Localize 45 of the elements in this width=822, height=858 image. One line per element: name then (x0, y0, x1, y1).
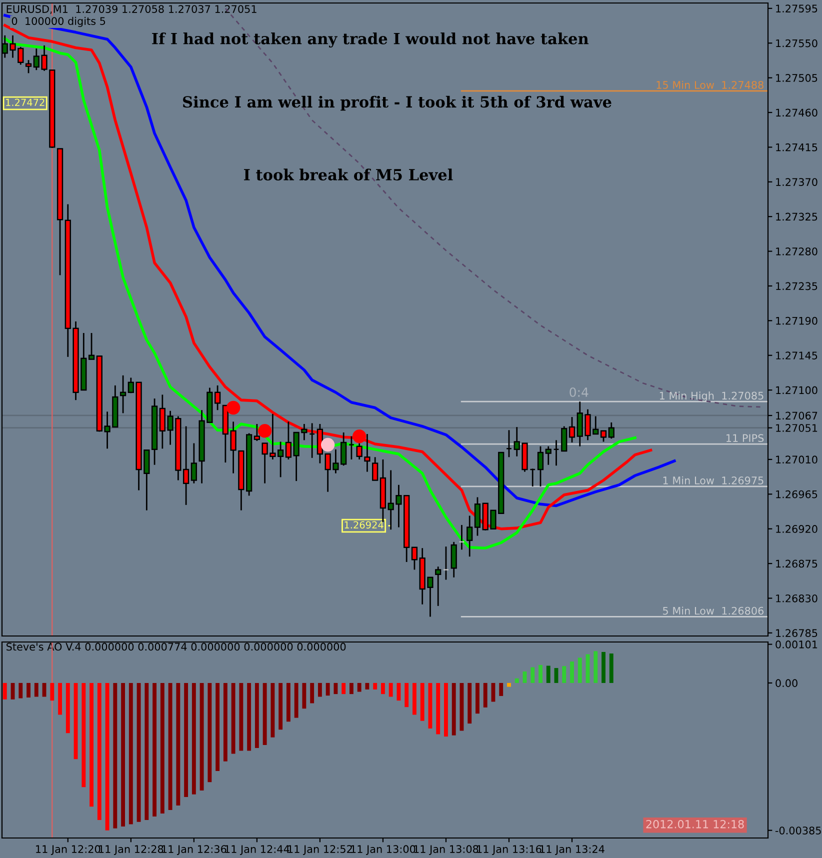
y-tick-label: 1.26830 (776, 594, 818, 602)
annotation: I took break of M5 Level (244, 168, 453, 180)
y-tick-label: 1.27145 (776, 352, 818, 360)
annotation: 1.26924 (344, 521, 384, 529)
ref-line-label: 1 Min High 1.27085 (660, 392, 764, 402)
x-tick-label: 11 Jan 12:36 (162, 845, 226, 855)
ref-line-label: 5 Min Low 1.26806 (663, 606, 764, 615)
x-tick-label: 11 Jan 13:16 (477, 845, 542, 855)
text: 0 100000 digits 5 (12, 16, 106, 28)
y-tick-label: 1.27100 (776, 386, 818, 394)
y-tick-label: 0.00 (776, 679, 798, 688)
y-tick-label: 0.00101 (776, 640, 818, 648)
x-tick-label: 11 Jan 12:28 (99, 845, 164, 855)
ref-line-label: 1 Min Low 1.26975 (663, 476, 764, 484)
annotation: Since I am well in profit - I took it 5th of 3rd wave (183, 96, 612, 111)
y-tick-label: 1.27051 (776, 424, 818, 432)
y-tick-label: 1.27280 (776, 247, 818, 256)
y-tick-label: 1.27190 (776, 316, 818, 325)
x-tick-label: 11 Jan 13:24 (540, 845, 604, 855)
y-tick-label: 1.26875 (776, 560, 818, 568)
x-tick-label: 11 Jan 12:44 (225, 845, 290, 855)
y-tick-label: 1.26920 (776, 525, 818, 533)
ref-line-label: 15 Min Low 1.27488 (656, 80, 764, 89)
ref-line-label: 11 PIPS (726, 434, 764, 442)
y-tick-label: 1.27550 (776, 39, 818, 48)
x-tick-label: 11 Jan 12:52 (288, 845, 352, 855)
y-tick-label: 1.27460 (776, 108, 818, 117)
y-tick-label: 1.27325 (776, 212, 818, 221)
x-tick-label: 11 Jan 12:20 (36, 845, 100, 855)
x-tick-label: 11 Jan 13:08 (414, 845, 478, 855)
annotation: 1.27472 (6, 98, 44, 106)
y-tick-label: 1.27010 (776, 456, 818, 464)
x-tick-label: 11 Jan 13:00 (351, 845, 416, 855)
y-tick-label: 1.26785 (776, 629, 818, 638)
annotation: 2012.01.11 12:18 (646, 820, 744, 828)
y-tick-label: 1.27505 (776, 74, 818, 82)
y-tick-label: 1.26965 (776, 490, 818, 498)
annotation: If I had not taken any trade I would not have taken (152, 32, 589, 48)
y-tick-label: -0.00385 (775, 826, 821, 834)
y-tick-label: 1.27370 (776, 178, 818, 186)
y-tick-label: 1.27415 (776, 143, 818, 152)
y-tick-label: 1.27067 (776, 412, 818, 420)
annotation: 0:4 (570, 387, 588, 397)
y-tick-label: 1.27235 (776, 282, 818, 290)
y-tick-label: 1.27595 (776, 4, 818, 13)
